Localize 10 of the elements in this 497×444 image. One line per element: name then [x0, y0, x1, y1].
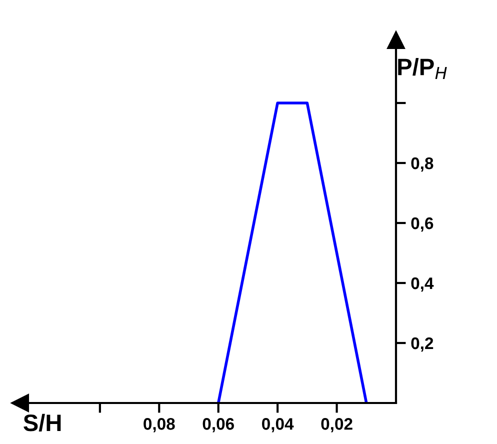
y-tick-label: 0,8 — [411, 157, 434, 172]
x-tick-label: 0,06 — [202, 418, 234, 432]
x-tick-label: 0,04 — [262, 418, 294, 432]
x-tick-label: 0,08 — [144, 418, 175, 432]
y-axis-title: P/P$_{H}$ — [398, 58, 447, 80]
y-tick-label: 0,4 — [411, 277, 434, 292]
y-tick-label: 0,6 — [411, 217, 434, 232]
y-tick-label: 0,2 — [411, 337, 434, 352]
x-axis-title: S/H — [24, 414, 61, 432]
x-tick-label: 0,02 — [321, 418, 352, 432]
